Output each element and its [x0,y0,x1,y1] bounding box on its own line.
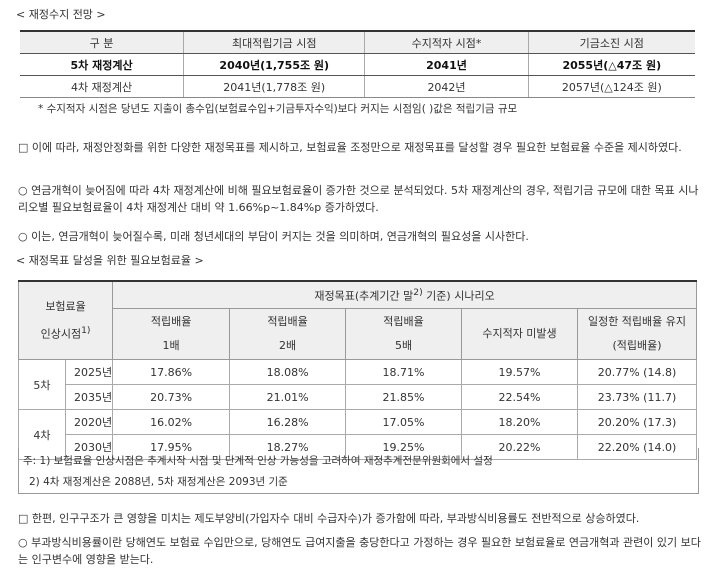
table-cell: 18.20% [461,409,578,435]
column-header: 적립배율 2배 [229,308,347,360]
group-label: 5차 [18,359,66,410]
table-row: 4차 재정계산 2041년(1,778조 원) 2042년 2057년(△124… [20,75,695,98]
year-cell: 2025년 [64,359,114,385]
table-cell: 18.27% [229,434,347,460]
table-cell: 17.86% [112,359,231,385]
paragraph: □ 한편, 인구구조가 큰 영향을 미치는 제도부양비(가입자수 대비 수급자수… [18,512,640,525]
table-row: 5차 재정계산 2040년(1,755조 원) 2041년 2055년(△47조… [20,53,695,76]
table-cell: 21.01% [229,384,347,410]
table-cell: 2041년(1,778조 원) [183,75,365,98]
column-header: 수지적자 미발생 [461,308,578,360]
table-row: 4차 2020년 16.02% 16.28% 17.05% 18.20% 20.… [18,409,698,460]
scenario-header: 재정목표(추계기간 말2) 기준) 시나리오 [112,280,697,309]
year-cell: 2035년 [64,384,114,410]
scenario-title-suffix: 기준) 시나리오 [422,289,495,303]
table-cell: 2041년 [364,53,529,76]
column-header: 일정한 적립배율 유지 (적립배율) [576,308,698,360]
footnote-marker: 2) [413,286,423,298]
section-title-required-rate: < 재정목표 달성을 위한 필요보험료율 > [16,254,204,267]
column-header: 구 분 [20,30,184,54]
table-row: 2035년 20.73% 21.01% 21.85% 22.54% 23.73%… [19,384,698,410]
table-note: 2) 4차 재정계산은 2088년, 5차 재정계산은 2093년 기준 [29,476,288,488]
table-cell: 16.02% [112,409,231,435]
table-footnote: * 수지적자 시점은 당년도 지출이 총수입(보험료수입+기금투자수익)보다 커… [38,103,518,115]
table-cell: 2040년(1,755조 원) [183,53,365,76]
table-cell: 17.05% [345,409,463,435]
table-cell: 2055년(△47조 원) [527,53,695,76]
paragraph: ○ 부과방식비용률이란 당해연도 보험료 수입만으로, 당해연도 급여지출을 충… [18,536,701,566]
table-note: 주: 1) 보험료율 인상시점은 추계시작 시점 및 단계적 인상 가능성을 고… [23,455,493,467]
scenario-title: 재정목표(추계기간 말 [314,289,414,303]
column-header: 기금소진 시점 [527,30,695,54]
section-title-fiscal-outlook: < 재정수지 전망 > [16,8,106,21]
table-cell: 23.73% (11.7) [576,384,698,410]
required-contribution-rate-table: 보험료율 인상시점1) 재정목표(추계기간 말2) 기준) 시나리오 적립배율 … [17,280,698,460]
table-row: 5차 2025년 17.86% 18.08% 18.71% 19.57% 20.… [18,359,698,410]
table-cell: 20.73% [112,384,231,410]
table-cell: 20.77% (14.8) [576,359,698,385]
footnote-marker: 1) [81,324,91,336]
table-cell: 5차 재정계산 [20,53,184,76]
table-cell: 17.95% [112,434,231,460]
corner-header: 보험료율 인상시점1) [17,280,114,360]
paragraph: ○ 연금개혁이 늦어짐에 따라 4차 재정계산에 비해 필요보험료율이 증가한 … [18,184,699,214]
paragraph: ○ 이는, 연금개혁이 늦어질수록, 미래 청년세대의 부담이 커지는 것을 의… [18,230,529,243]
table-cell: 2057년(△124조 원) [527,75,695,98]
year-cell: 2030년 [64,434,114,460]
year-cell: 2020년 [64,409,114,435]
table-cell: 18.08% [229,359,347,385]
column-header: 적립배율 1배 [112,308,231,360]
paragraph: □ 이에 따라, 재정안정화를 위한 다양한 재정목표를 제시하고, 보험료율 … [18,141,682,154]
table-cell: 22.54% [461,384,578,410]
corner-header-line1: 보험료율 [45,299,86,313]
group-label: 4차 [18,409,66,460]
table-cell: 21.85% [345,384,463,410]
table-row: 2030년 17.95% 18.27% 19.25% 20.22% 22.20%… [19,434,698,460]
table-cell: 4차 재정계산 [20,75,184,98]
table-cell: 18.71% [345,359,463,385]
table-cell: 19.57% [461,359,578,385]
column-header: 최대적립기금 시점 [183,30,365,54]
table-notes: 주: 1) 보험료율 인상시점은 추계시작 시점 및 단계적 인상 가능성을 고… [18,448,699,494]
table-cell: 20.20% (17.3) [576,409,698,435]
table-cell: 16.28% [229,409,347,435]
table-header-row: 구 분 최대적립기금 시점 수지적자 시점* 기금소진 시점 [20,30,695,54]
column-header: 적립배율 5배 [345,308,463,360]
corner-header-line2: 인상시점 [40,327,82,341]
table-cell: 2042년 [364,75,529,98]
column-header: 수지적자 시점* [364,30,529,54]
table-cell: 22.20% (14.0) [576,434,698,460]
fiscal-outlook-table: 구 분 최대적립기금 시점 수지적자 시점* 기금소진 시점 5차 재정계산 2… [20,30,695,98]
